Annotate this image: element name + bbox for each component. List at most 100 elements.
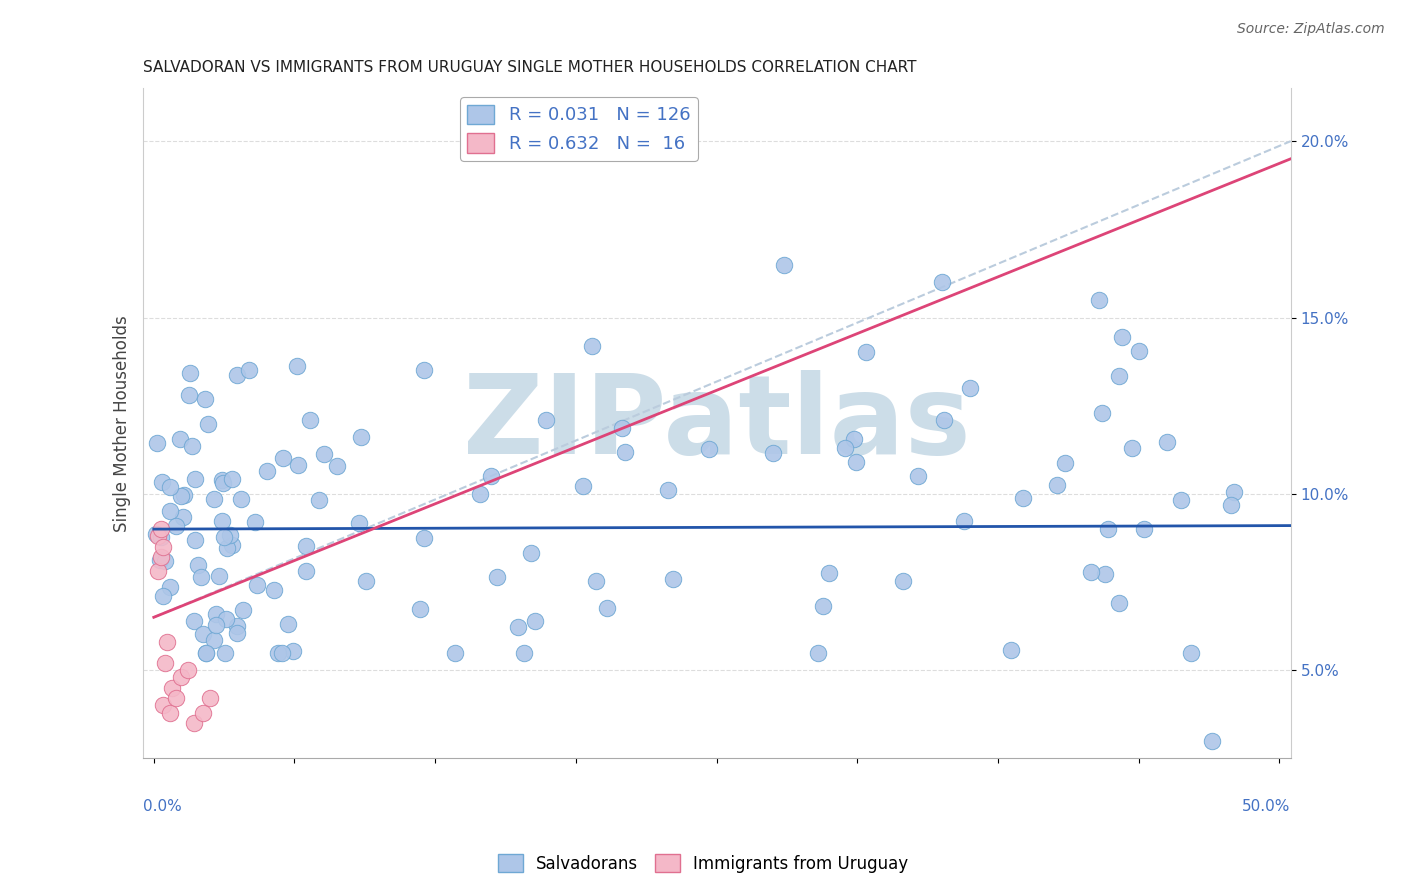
Point bbox=[1111, 329, 1133, 343]
Point bbox=[581, 339, 603, 353]
Point bbox=[1000, 643, 1022, 657]
Point bbox=[145, 436, 167, 450]
Point bbox=[470, 487, 492, 501]
Point bbox=[844, 433, 866, 447]
Point bbox=[931, 275, 953, 289]
Point bbox=[226, 368, 249, 382]
Point bbox=[585, 574, 607, 589]
Point bbox=[299, 413, 322, 427]
Point bbox=[232, 602, 254, 616]
Point bbox=[891, 574, 914, 588]
Point bbox=[520, 546, 543, 560]
Point bbox=[610, 420, 633, 434]
Point bbox=[150, 530, 173, 544]
Point bbox=[211, 473, 233, 487]
Point bbox=[524, 614, 547, 628]
Point bbox=[229, 491, 252, 506]
Point bbox=[326, 459, 349, 474]
Point bbox=[159, 480, 181, 494]
Point bbox=[169, 432, 191, 446]
Point bbox=[596, 600, 619, 615]
Point bbox=[173, 488, 195, 502]
Point bbox=[1170, 492, 1192, 507]
Point bbox=[347, 516, 370, 530]
Point bbox=[156, 635, 179, 649]
Point bbox=[354, 574, 377, 588]
Point bbox=[1201, 733, 1223, 747]
Point bbox=[1097, 522, 1119, 536]
Point bbox=[238, 363, 260, 377]
Point bbox=[506, 620, 529, 634]
Point bbox=[170, 489, 193, 503]
Point bbox=[195, 646, 218, 660]
Point bbox=[226, 626, 249, 640]
Point bbox=[263, 583, 285, 598]
Point bbox=[350, 430, 373, 444]
Point bbox=[149, 522, 172, 536]
Point bbox=[202, 491, 225, 506]
Text: ZIPatlas: ZIPatlas bbox=[463, 370, 970, 477]
Point bbox=[204, 607, 226, 621]
Point bbox=[1046, 478, 1069, 492]
Point bbox=[287, 458, 309, 473]
Point bbox=[159, 706, 181, 720]
Point bbox=[1220, 498, 1243, 512]
Text: SALVADORAN VS IMMIGRANTS FROM URUGUAY SINGLE MOTHER HOUSEHOLDS CORRELATION CHART: SALVADORAN VS IMMIGRANTS FROM URUGUAY SI… bbox=[142, 60, 917, 75]
Point bbox=[308, 492, 330, 507]
Point bbox=[246, 578, 269, 592]
Point bbox=[413, 363, 436, 377]
Point bbox=[148, 565, 170, 579]
Legend: Salvadorans, Immigrants from Uruguay: Salvadorans, Immigrants from Uruguay bbox=[491, 847, 915, 880]
Point bbox=[662, 572, 685, 586]
Point bbox=[226, 619, 249, 633]
Point bbox=[181, 439, 204, 453]
Point bbox=[149, 550, 172, 565]
Point bbox=[479, 469, 502, 483]
Point bbox=[152, 589, 174, 603]
Point bbox=[184, 533, 207, 547]
Point bbox=[1108, 368, 1130, 383]
Point bbox=[148, 529, 170, 543]
Point bbox=[153, 656, 176, 670]
Point bbox=[159, 504, 181, 518]
Point bbox=[1133, 522, 1156, 536]
Point bbox=[212, 530, 235, 544]
Point bbox=[184, 472, 207, 486]
Point bbox=[176, 663, 198, 677]
Point bbox=[177, 388, 200, 402]
Point bbox=[215, 612, 238, 626]
Point bbox=[295, 539, 318, 553]
Point bbox=[845, 455, 868, 469]
Point bbox=[194, 646, 217, 660]
Point bbox=[412, 531, 434, 545]
Point bbox=[807, 646, 830, 660]
Point bbox=[160, 681, 183, 695]
Point bbox=[1180, 646, 1202, 660]
Point bbox=[215, 541, 238, 555]
Point bbox=[267, 646, 290, 660]
Point bbox=[281, 643, 304, 657]
Point bbox=[285, 359, 308, 373]
Point bbox=[159, 580, 181, 594]
Point bbox=[214, 646, 236, 660]
Point bbox=[486, 569, 509, 583]
Point bbox=[221, 472, 243, 486]
Legend: R = 0.031   N = 126, R = 0.632   N =  16: R = 0.031 N = 126, R = 0.632 N = 16 bbox=[460, 97, 697, 161]
Text: 0.0%: 0.0% bbox=[142, 798, 181, 814]
Point bbox=[934, 413, 956, 427]
Point bbox=[221, 538, 243, 552]
Point bbox=[165, 519, 187, 533]
Point bbox=[172, 509, 194, 524]
Point bbox=[277, 616, 299, 631]
Text: Source: ZipAtlas.com: Source: ZipAtlas.com bbox=[1237, 22, 1385, 37]
Point bbox=[699, 442, 721, 456]
Point bbox=[198, 691, 221, 706]
Point bbox=[152, 540, 174, 554]
Point bbox=[194, 392, 217, 406]
Point bbox=[1088, 293, 1111, 307]
Point bbox=[1091, 406, 1114, 420]
Point bbox=[1156, 434, 1178, 449]
Point bbox=[208, 568, 231, 582]
Text: 50.0%: 50.0% bbox=[1243, 798, 1291, 814]
Point bbox=[1222, 484, 1244, 499]
